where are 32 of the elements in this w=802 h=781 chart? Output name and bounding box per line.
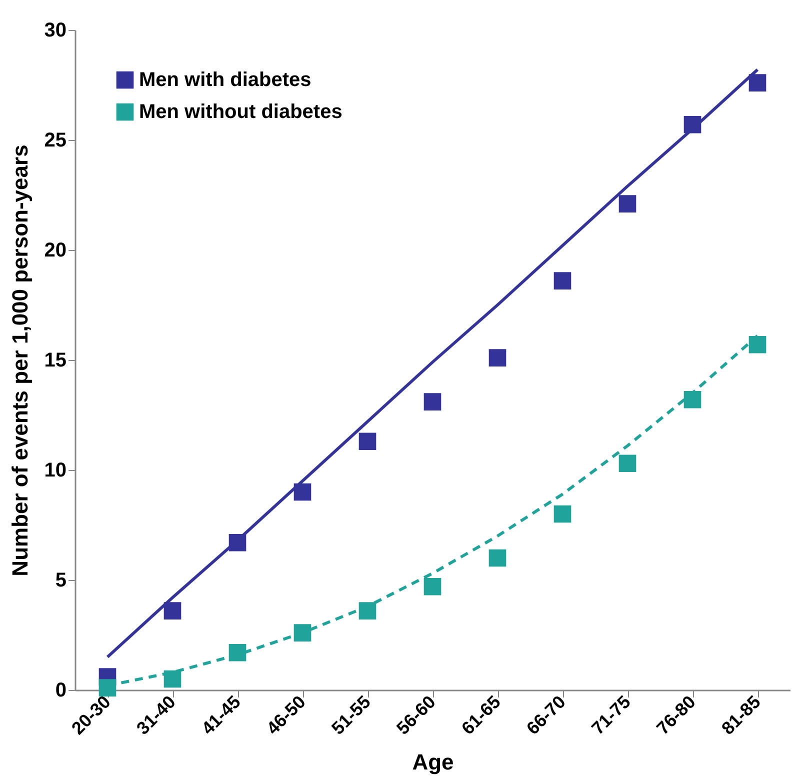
y-tick-label: 0: [55, 680, 66, 702]
point: [358, 602, 376, 620]
point: [618, 195, 636, 212]
y-tick-label: 25: [44, 130, 66, 152]
point: [294, 483, 312, 501]
legend-label: Men with diabetes: [139, 69, 312, 91]
point: [164, 670, 182, 688]
point: [358, 432, 376, 450]
legend-label: Men without diabetes: [139, 101, 342, 123]
point: [424, 393, 442, 410]
y-tick-label: 10: [44, 460, 66, 482]
point: [228, 644, 246, 662]
point: [98, 679, 116, 696]
point: [488, 349, 506, 366]
point: [618, 454, 636, 472]
point: [164, 602, 182, 620]
point: [554, 505, 572, 523]
x-axis-title: Age: [412, 749, 454, 774]
point: [294, 624, 312, 642]
y-tick-label: 20: [44, 240, 66, 262]
point: [748, 336, 766, 354]
point: [228, 534, 246, 552]
y-tick-label: 15: [44, 350, 66, 372]
point: [684, 116, 702, 134]
y-tick-label: 5: [55, 570, 66, 592]
y-tick-label: 30: [44, 20, 66, 42]
point: [424, 578, 442, 596]
point: [554, 272, 572, 290]
point: [748, 74, 766, 92]
y-axis-title: Number of events per 1,000 person-years: [7, 144, 32, 576]
point: [488, 549, 506, 567]
point: [684, 390, 702, 408]
